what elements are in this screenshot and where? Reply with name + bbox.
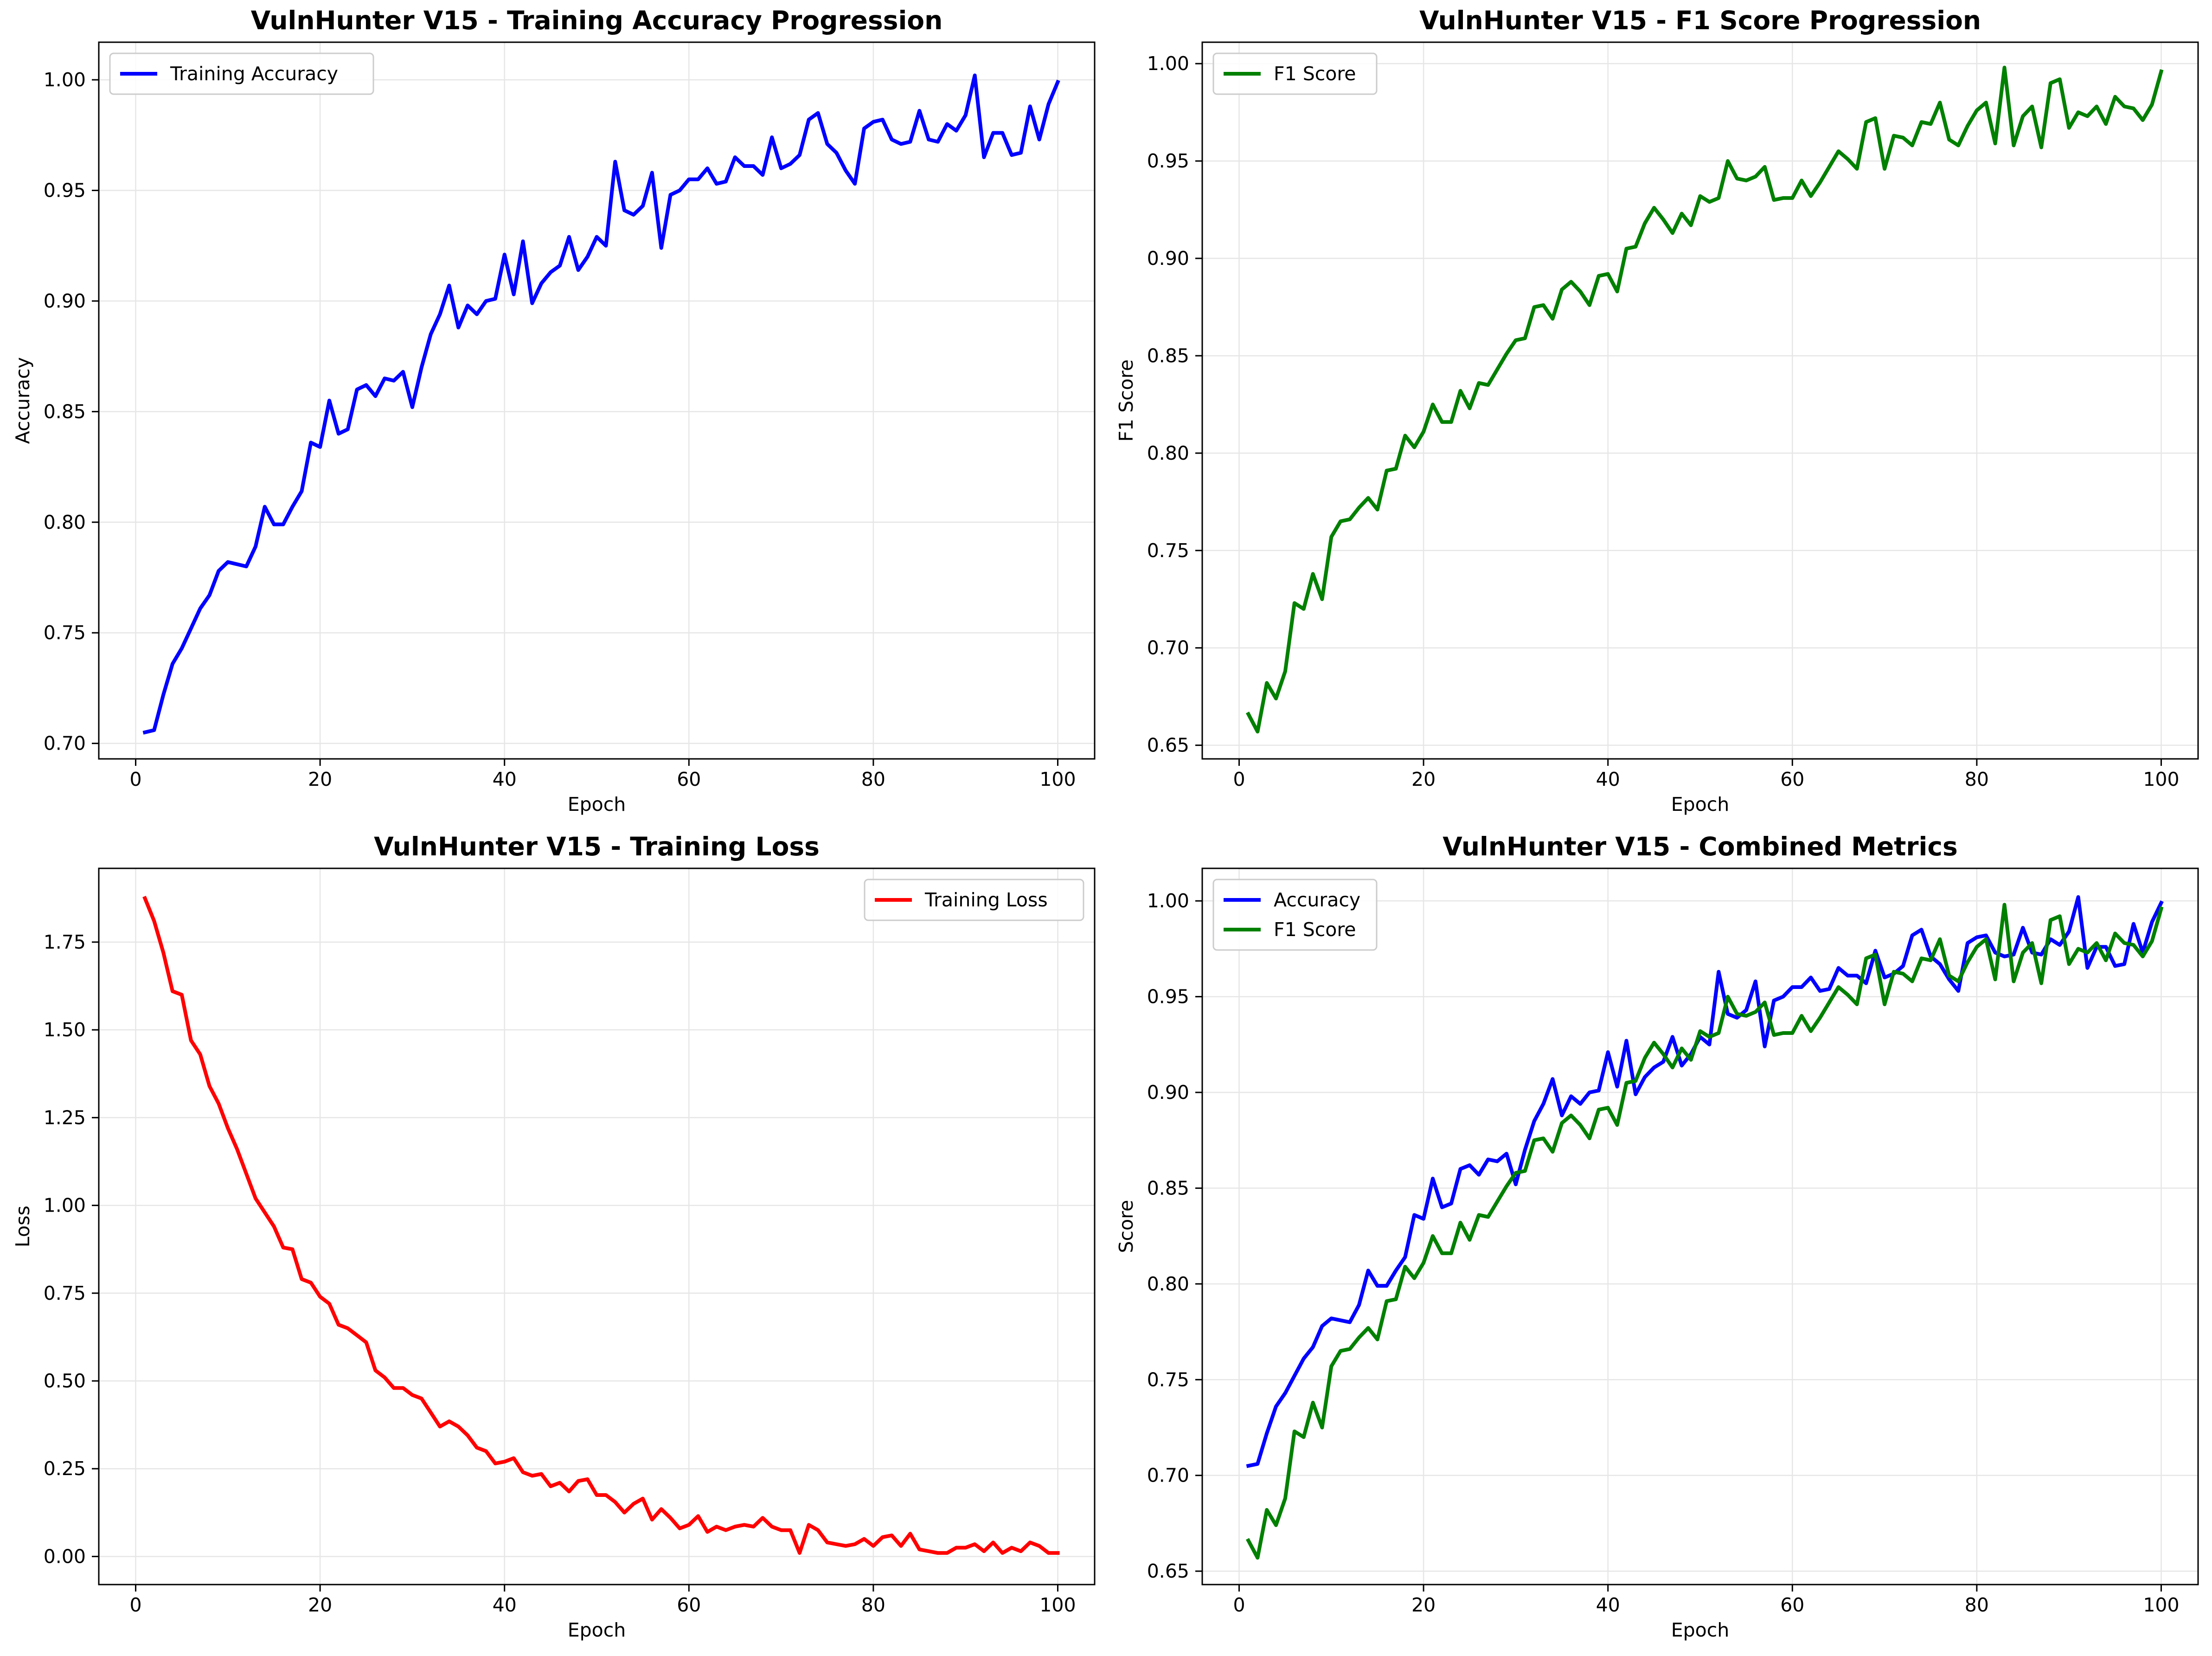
chart-3-legend-box: [864, 879, 1084, 921]
chart-2-legend-label-1: F1 Score: [1274, 63, 1356, 85]
chart-2-title: VulnHunter V15 - F1 Score Progression: [1419, 6, 1981, 35]
chart-4-legend: Accuracy F1 Score: [1212, 879, 1378, 951]
chart-panel-1: 0 20 40 60 80 100 0.70 0.75 0.80 0.85 0.90 0.95 1.00…: [12, 6, 1096, 815]
chart-3-y-tick-label: 0.75: [44, 1282, 86, 1304]
chart-3-y-tick-label: 0.25: [44, 1457, 86, 1480]
chart-1-title: VulnHunter V15 - Training Accuracy Progr…: [251, 6, 943, 35]
chart-1-legend: Training Accuracy: [109, 52, 374, 95]
chart-1-legend-box: [109, 52, 374, 95]
chart-1-y-tick-label: 0.75: [44, 622, 86, 644]
chart-4-legend-label-2: F1 Score: [1274, 918, 1356, 941]
chart-4-y-axis-label: Score: [1115, 1200, 1137, 1253]
chart-1-x-tick-label: 0: [129, 768, 141, 790]
chart-1-y-tick-label: 0.95: [44, 179, 86, 201]
chart-panel-2: 0 20 40 60 80 100 0.65 0.70 0.75 0.80 0.85 0.90 0.95…: [1115, 6, 2199, 815]
chart-4-x-tick-label: 0: [1233, 1594, 1245, 1616]
chart-3-plot-frame: [98, 867, 1096, 1585]
chart-3-y-tick-label: 0.50: [44, 1370, 86, 1392]
chart-3-legend-label-1: Training Loss: [924, 889, 1048, 911]
chart-3-y-tick-label: 1.50: [44, 1019, 86, 1041]
chart-4-y-tick-label: 1.00: [1147, 890, 1189, 912]
chart-3-series-line-1: [142, 896, 1060, 1555]
chart-2-y-tick-label: 0.85: [1147, 345, 1189, 367]
chart-3-x-tick-label: 20: [308, 1594, 332, 1616]
chart-2-plot-frame: [1201, 41, 2199, 760]
chart-3-x-axis-label: Epoch: [568, 1619, 626, 1641]
chart-3-x-tick-label: 40: [493, 1594, 517, 1616]
chart-2-x-axis-label: Epoch: [1671, 793, 1730, 815]
chart-1-y-tick-label: 0.70: [44, 732, 86, 755]
chart-4-legend-box: [1212, 879, 1378, 951]
chart-1-x-tick-label: 80: [861, 768, 885, 790]
chart-4-y-tick-label: 0.65: [1147, 1560, 1189, 1582]
chart-3-x-tick-label: 60: [677, 1594, 701, 1616]
chart-2-y-tick-label: 0.70: [1147, 637, 1189, 659]
chart-1-plot-frame: [98, 41, 1096, 760]
chart-1-x-tick-label: 100: [1039, 768, 1076, 790]
chart-4-plot-frame: [1201, 867, 2199, 1585]
chart-1-y-tick-label: 0.85: [44, 400, 86, 423]
chart-3-x-tick-label: 100: [1039, 1594, 1076, 1616]
chart-2-x-tick-label: 80: [1965, 768, 1989, 790]
chart-2-series-line-1: [1245, 65, 2164, 734]
chart-3-y-tick-label: 1.00: [44, 1194, 86, 1217]
chart-1-x-tick-label: 20: [308, 768, 332, 790]
chart-4-legend-label-1: Accuracy: [1274, 889, 1360, 911]
chart-3-legend: Training Loss: [864, 879, 1084, 921]
chart-2-x-tick-label: 40: [1596, 768, 1620, 790]
chart-1-x-tick-label: 40: [493, 768, 517, 790]
chart-4-series-line-1: [1246, 895, 2164, 1468]
chart-4-x-tick-label: 20: [1411, 1594, 1436, 1616]
chart-2-y-tick-label: 0.75: [1147, 539, 1189, 562]
chart-1-x-tick-label: 60: [677, 768, 701, 790]
chart-2-y-tick-label: 1.00: [1147, 52, 1189, 75]
chart-4-y-tick-label: 0.70: [1147, 1464, 1189, 1487]
chart-2-y-tick-label: 0.65: [1147, 734, 1189, 757]
chart-4-y-tick-label: 0.85: [1147, 1177, 1189, 1199]
chart-4-x-axis-label: Epoch: [1671, 1619, 1730, 1641]
chart-4-y-tick-label: 0.75: [1147, 1368, 1189, 1391]
chart-1-series-line-1: [142, 73, 1060, 735]
chart-3-y-tick-label: 0.00: [44, 1545, 86, 1567]
chart-4-x-tick-label: 40: [1596, 1594, 1620, 1616]
chart-4-series-line-2: [1245, 903, 2164, 1560]
chart-1-y-axis-label: Accuracy: [12, 357, 34, 444]
chart-2-legend: F1 Score: [1212, 52, 1378, 95]
chart-4-title: VulnHunter V15 - Combined Metrics: [1443, 832, 1958, 861]
chart-2-x-tick-label: 20: [1411, 768, 1436, 790]
chart-3-y-tick-label: 1.75: [44, 931, 86, 953]
chart-1-y-tick-label: 1.00: [44, 69, 86, 91]
chart-4-x-tick-label: 80: [1965, 1594, 1989, 1616]
chart-3-y-tick-label: 1.25: [44, 1106, 86, 1129]
chart-3-x-tick-label: 0: [129, 1594, 141, 1616]
chart-1-x-axis-label: Epoch: [568, 793, 626, 815]
chart-3-title: VulnHunter V15 - Training Loss: [374, 832, 820, 861]
chart-4-y-tick-label: 0.95: [1147, 986, 1189, 1008]
chart-4-y-tick-label: 0.80: [1147, 1273, 1189, 1295]
chart-1-legend-label-1: Training Accuracy: [170, 63, 338, 85]
chart-2-x-tick-label: 0: [1233, 768, 1245, 790]
chart-panel-3: 0 20 40 60 80 100 0.00 0.25 0.50 0.75 1.00 1.25 1.50…: [12, 832, 1096, 1641]
chart-2-x-tick-label: 100: [2143, 768, 2179, 790]
chart-3-x-tick-label: 80: [861, 1594, 885, 1616]
chart-1-y-tick-label: 0.90: [44, 290, 86, 312]
chart-2-y-tick-label: 0.80: [1147, 442, 1189, 464]
chart-4-y-tick-label: 0.90: [1147, 1081, 1189, 1104]
chart-2-y-tick-label: 0.95: [1147, 150, 1189, 172]
chart-2-y-tick-label: 0.90: [1147, 247, 1189, 270]
chart-4-x-tick-label: 100: [2143, 1594, 2179, 1616]
chart-4-x-tick-label: 60: [1780, 1594, 1804, 1616]
chart-2-x-tick-label: 60: [1780, 768, 1804, 790]
chart-2-y-axis-label: F1 Score: [1115, 359, 1137, 442]
chart-panel-4: 0 20 40 60 80 100 0.65 0.70 0.75 0.80 0.85 0.90 0.95…: [1115, 832, 2199, 1641]
chart-3-y-axis-label: Loss: [12, 1206, 34, 1247]
chart-1-y-tick-label: 0.80: [44, 511, 86, 533]
chart-2-legend-box: [1212, 52, 1378, 95]
